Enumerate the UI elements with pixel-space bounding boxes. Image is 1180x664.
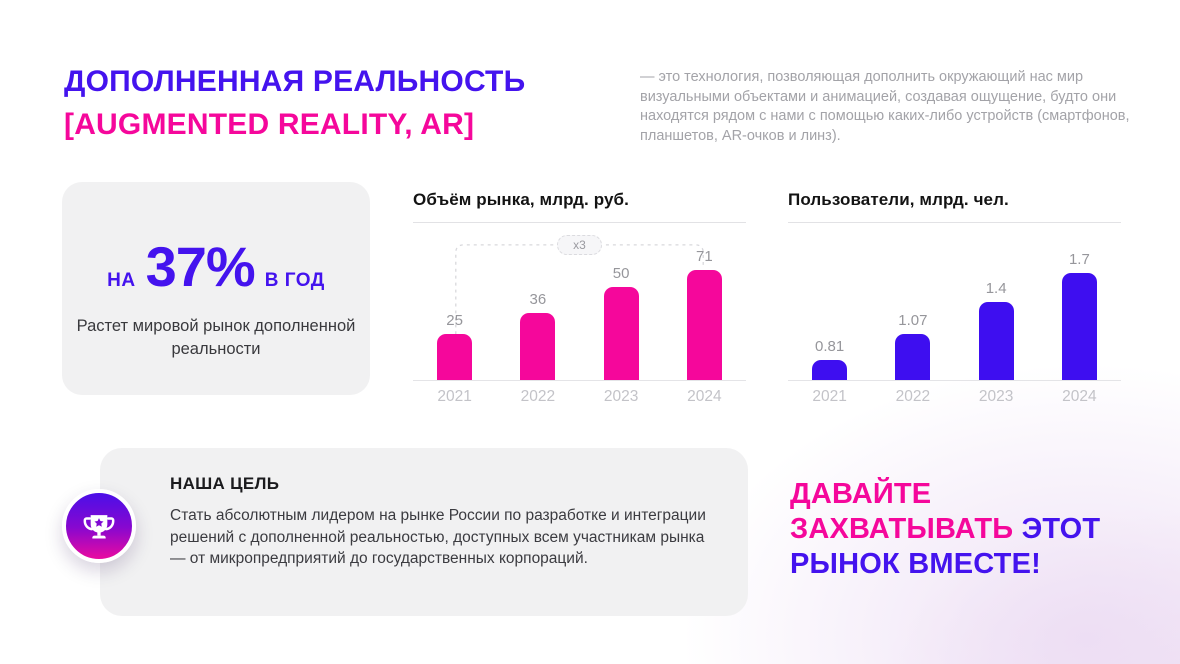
bar-value-label: 1.4: [985, 280, 1007, 297]
bar: [895, 334, 931, 380]
stat-suffix: В ГОД: [264, 270, 325, 291]
x3-badge: x3: [557, 235, 602, 255]
bar: [1061, 273, 1097, 380]
chart-column: 71: [663, 223, 746, 380]
bars-container: 0.81 1.07 1.4 1.7: [788, 223, 1121, 380]
bar: [603, 287, 639, 380]
chart-column: 0.81: [788, 223, 871, 380]
x-axis-year-label: 2021: [812, 388, 847, 405]
goal-card: НАША ЦЕЛЬ Стать абсолютным лидером на ры…: [62, 448, 748, 616]
chart-column: 50: [580, 223, 663, 380]
x-axis-year-label: 2021: [437, 388, 472, 405]
chart-title: Объём рынка, млрд. руб.: [413, 190, 629, 209]
x-axis-labels: 2021 2022 2023 2024: [413, 388, 746, 406]
bar-value-label: 0.81: [815, 338, 845, 355]
bar: [437, 334, 473, 380]
bar-value-label: 25: [446, 312, 463, 329]
bar: [978, 302, 1014, 380]
chart-column: 36: [496, 223, 579, 380]
bar-value-label: 1.7: [1068, 251, 1090, 268]
stat-caption: Растет мировой рынок дополненной реально…: [76, 317, 356, 358]
bar-value-label: 36: [529, 291, 547, 308]
trophy-icon: [62, 489, 136, 563]
bar: [520, 313, 556, 380]
x-axis-year-label: 2024: [1062, 388, 1097, 405]
stat-prefix: НА: [107, 270, 136, 291]
goal-heading: НАША ЦЕЛЬ: [170, 474, 280, 493]
cta-pink-part: ДАВАЙТЕ ЗАХВАТЫВАТЬ: [790, 478, 1014, 545]
x-axis-year-label: 2023: [978, 388, 1014, 405]
description-text: — это технология, позволяющая дополнить …: [640, 69, 1130, 144]
x-axis-year-label: 2023: [603, 388, 639, 405]
bar: [686, 270, 722, 380]
chart-plot-area: x3 25 36 50 71: [413, 223, 746, 381]
bar-value-label: 50: [612, 265, 630, 282]
chart-column: 1.07: [871, 223, 954, 380]
x-axis-year-label: 2022: [520, 388, 556, 405]
chart-plot-area: 0.81 1.07 1.4 1.7: [788, 223, 1121, 381]
goal-body-text: Стать абсолютным лидером на рынке России…: [170, 507, 706, 567]
page-title-block: ДОПОЛНЕННАЯ РЕАЛЬНОСТЬ [AUGMENTED REALIT…: [64, 60, 525, 146]
chart-column: 25: [413, 223, 496, 380]
bar-value-label: 1.07: [898, 312, 928, 329]
chart-title: Пользователи, млрд. чел.: [788, 190, 1009, 209]
x3-badge-label: x3: [573, 238, 586, 252]
market-volume-chart: Объём рынка, млрд. руб. x3 25 36 50 71 2021…: [413, 190, 746, 406]
stat-value: 37%: [145, 235, 256, 298]
bar: [812, 360, 848, 380]
growth-stat-line: НА 37% В ГОД: [62, 234, 370, 299]
page-subtitle: [AUGMENTED REALITY, AR]: [64, 108, 475, 141]
bar-value-label: 71: [696, 248, 713, 265]
users-chart: Пользователи, млрд. чел. 0.81 1.07 1.4 1.7 …: [788, 190, 1121, 406]
x-axis-year-label: 2022: [895, 388, 931, 405]
page-title: ДОПОЛНЕННАЯ РЕАЛЬНОСТЬ: [64, 65, 526, 98]
cta-text: ДАВАЙТЕ ЗАХВАТЫВАТЬ ЭТОТ РЫНОК ВМЕСТЕ!: [790, 477, 1138, 582]
bars-container: 25 36 50 71: [413, 223, 746, 380]
chart-title-rule: [788, 222, 1121, 223]
chart-title-rule: [413, 222, 746, 223]
chart-column: 1.4: [955, 223, 1038, 380]
chart-column: 1.7: [1038, 223, 1121, 380]
cta-blue-part: ЭТОТ РЫНОК ВМЕСТЕ!: [790, 513, 1101, 580]
x-axis-year-label: 2024: [687, 388, 722, 405]
growth-stat-card: НА 37% В ГОД Растет мировой рынок дополн…: [62, 182, 370, 395]
x-axis-labels: 2021 2022 2023 2024: [788, 388, 1121, 406]
